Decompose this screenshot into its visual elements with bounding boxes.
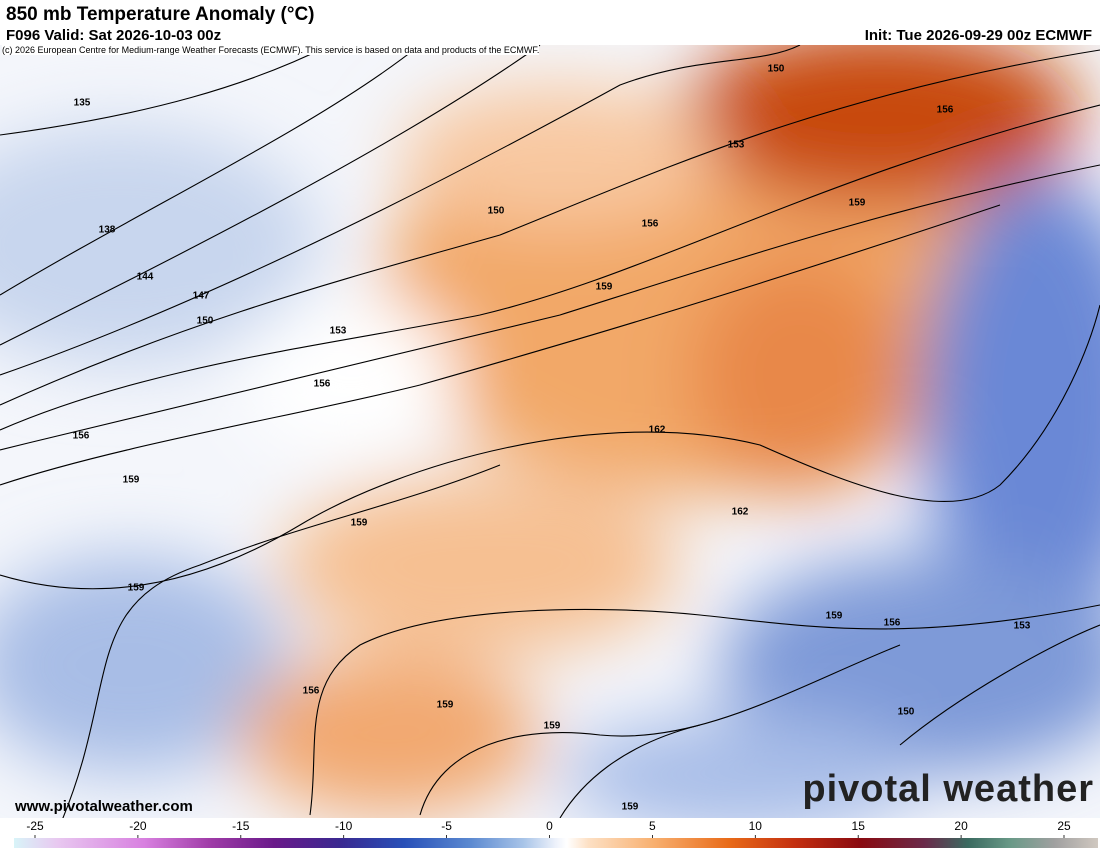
contour-label: 147 [193, 291, 210, 302]
contour-label: 138 [99, 225, 116, 236]
contour-label: 150 [898, 707, 915, 718]
colorbar-tick-label: -10 [335, 819, 353, 833]
anomaly-field [0, 45, 1100, 818]
contour-label: 162 [649, 425, 666, 436]
init-time: Init: Tue 2026-09-29 00z ECMWF [864, 27, 1092, 44]
contour-label: 156 [73, 431, 90, 442]
contour-label: 156 [303, 686, 320, 697]
colorbar-tick-label: -5 [441, 819, 452, 833]
logo: pivotal weather [802, 768, 1094, 810]
height-contours [0, 45, 1100, 818]
contour-label: 156 [642, 219, 659, 230]
colorbar-ticks: -25 -20 -15 -10 -5 0 5 10 15 20 25 [26, 819, 1071, 838]
contour-label: 156 [937, 105, 954, 116]
contour-label: 159 [351, 518, 368, 529]
contour-label: 156 [884, 618, 901, 629]
valid-time: F096 Valid: Sat 2026-10-03 00z [6, 27, 222, 44]
colorbar-tick-label: 15 [852, 819, 866, 833]
contour-label: 159 [437, 700, 454, 711]
contour-label: 162 [732, 507, 749, 518]
colorbar-tick-label: 25 [1057, 819, 1071, 833]
contour-label: 159 [622, 802, 639, 813]
contour-label: 153 [728, 140, 745, 151]
map: 135 138 144 147 150 153 156 156 159 159 159 150 156 1… [0, 45, 1100, 818]
colorbar-tick-label: 10 [749, 819, 763, 833]
contour-label: 153 [330, 326, 347, 337]
colorbar-tick-label: 20 [954, 819, 968, 833]
website: www.pivotalweather.com [15, 798, 193, 815]
contour-label: 150 [488, 206, 505, 217]
contour-label: 159 [849, 198, 866, 209]
colorbar [14, 838, 1098, 848]
contour-label: 159 [596, 282, 613, 293]
colorbar-tick-label: -20 [129, 819, 147, 833]
copyright: (c) 2026 European Centre for Medium-rang… [2, 45, 540, 55]
contour-label: 159 [128, 583, 145, 594]
colorbar-tick-label: 0 [546, 819, 553, 833]
contour-label: 150 [768, 64, 785, 75]
title: 850 mb Temperature Anomaly (°C) [6, 4, 315, 25]
contour-label: 144 [137, 272, 154, 283]
contour-label: 156 [314, 379, 331, 390]
colorbar-tick-label: -15 [232, 819, 250, 833]
contour-label: 159 [826, 611, 843, 622]
contour-label: 150 [197, 316, 214, 327]
contour-label: 159 [544, 721, 561, 732]
contour-label: 159 [123, 475, 140, 486]
colorbar-tick-label: -25 [26, 819, 44, 833]
contour-label: 135 [74, 98, 91, 109]
contour-label: 153 [1014, 621, 1031, 632]
colorbar-tick-label: 5 [649, 819, 656, 833]
